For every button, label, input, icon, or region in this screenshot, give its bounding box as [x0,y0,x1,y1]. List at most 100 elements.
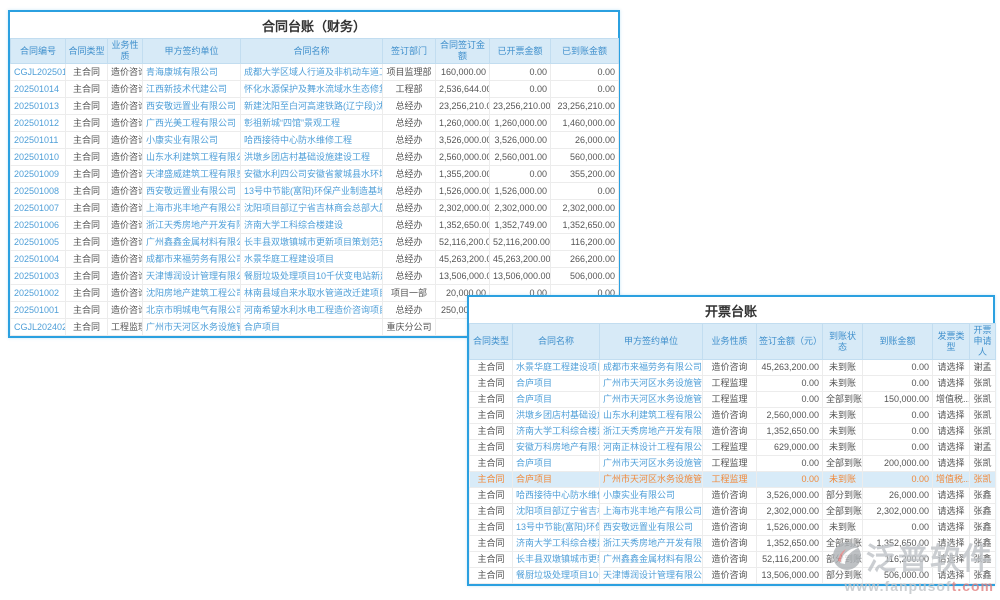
table-row[interactable]: 主合同安徽万科房地产有限公司河南正林设计工程有限公司工程监理629,000.00… [469,439,996,456]
cell-link[interactable]: 沈阳项目部辽宁省吉林... [512,503,600,520]
cell-link[interactable]: 202501007 [10,199,66,217]
table-row[interactable]: 主合同13号中节能(富阳)环保...西安敬远置业有限公司造价咨询1,526,00… [469,519,996,536]
cell-link[interactable]: 沈阳项目部辽宁省吉林商会总部大厦项目 [240,199,383,217]
cell-link[interactable]: 济南大学工科综合楼建设 [512,423,600,440]
cell-link[interactable]: 202501006 [10,216,66,234]
invoice-type-select[interactable]: 请选择 [932,535,970,552]
cell-link[interactable]: 长丰县双墩镇城市更新项目策划范安置点 [240,233,383,251]
table-row[interactable]: 202501008主合同造价咨询西安敬远置业有限公司13号中节能(富阳)环保产业… [10,182,619,200]
cell-link[interactable]: 小康实业有限公司 [599,487,703,504]
cell-link[interactable]: 天津盛威建筑工程有限责任... [142,165,241,183]
cell-link[interactable]: CGJL2025010... [10,63,66,81]
invoice-type-select[interactable]: 请选择 [932,551,970,568]
cell-link[interactable]: 西安敬远置业有限公司 [142,97,241,115]
table-row[interactable]: 主合同济南大学工科综合楼建设浙江天秀房地产开发有限公司造价咨询1,352,650… [469,535,996,552]
table-row[interactable]: 202501004主合同造价咨询成都市来福劳务有限公司水景华庭工程建设项目总经办… [10,250,619,268]
cell-link[interactable]: 新建沈阳至白河高速铁路(辽宁段)沈阳枢纽改... [240,97,383,115]
cell-link[interactable]: 小康实业有限公司 [142,131,241,149]
cell-link[interactable]: 202501001 [10,301,66,319]
cell-link[interactable]: 合庐项目 [512,375,600,392]
cell-link[interactable]: 浙江天秀房地产开发有限公司 [599,535,703,552]
cell-link[interactable]: 合庐项目 [512,471,600,488]
table-row[interactable]: 202501014主合同造价咨询江西新技术代建公司怀化水源保护及舞水流域水生态修… [10,80,619,98]
cell-link[interactable]: 浙江天秀房地产开发有限公司 [142,216,241,234]
cell-link[interactable]: 202501002 [10,284,66,302]
cell-link[interactable]: 怀化水源保护及舞水流域水生态修复项目合同 [240,80,383,98]
cell-link[interactable]: 202501012 [10,114,66,132]
cell-link[interactable]: 水景华庭工程建设项目 [512,359,600,376]
table-row[interactable]: CGJL2025010...主合同造价咨询青海康城有限公司成都大学区域人行道及非… [10,63,619,81]
table-row[interactable]: 202501005主合同造价咨询广州鑫鑫金属材料有限公司长丰县双墩镇城市更新项目… [10,233,619,251]
cell-link[interactable]: 哈西接待中心防水维修工程 [240,131,383,149]
cell-link[interactable]: 哈西接待中心防水维修... [512,487,600,504]
table-row[interactable]: 主合同餐厨垃圾处理项目10千...天津博润设计管理有限公司造价咨询13,506,… [469,567,996,584]
cell-link[interactable]: 天津博润设计管理有限公司 [142,267,241,285]
cell-link[interactable]: 河南希望水利水电工程造价咨询项目 [240,301,383,319]
cell-link[interactable]: 上海市兆丰地产有限公司 [599,503,703,520]
cell-link[interactable]: 沈阳房地产建筑工程公司 [142,284,241,302]
cell-link[interactable]: 彰祖新城“四馆”景观工程 [240,114,383,132]
cell-link[interactable]: 林南县域自来水取水管道改迁建项目（二期） [240,284,383,302]
cell-link[interactable]: 成都市来福劳务有限公司 [599,359,703,376]
cell-link[interactable]: 成都市来福劳务有限公司 [142,250,241,268]
cell-link[interactable]: 西安敬远置业有限公司 [142,182,241,200]
cell-link[interactable]: 洪墩乡团店村基础设施... [512,407,600,424]
cell-link[interactable]: 山东水利建筑工程有限公司 [142,148,241,166]
table-row[interactable]: 202501013主合同造价咨询西安敬远置业有限公司新建沈阳至白河高速铁路(辽宁… [10,97,619,115]
cell-link[interactable]: 浙江天秀房地产开发有限公司 [599,423,703,440]
cell-link[interactable]: 广州鑫鑫金属材料有限公司 [142,233,241,251]
cell-link[interactable]: 西安敬远置业有限公司 [599,519,703,536]
cell-link[interactable]: 青海康城有限公司 [142,63,241,81]
invoice-type-select[interactable]: 请选择 [932,567,970,584]
table-row[interactable]: 主合同哈西接待中心防水维修...小康实业有限公司造价咨询3,526,000.00… [469,487,996,504]
table-row[interactable]: 主合同长丰县双墩镇城市更新...广州鑫鑫金属材料有限公司造价咨询52,116,2… [469,551,996,568]
table-row[interactable]: 202501012主合同造价咨询广西光美工程有限公司彰祖新城“四馆”景观工程总经… [10,114,619,132]
cell-link[interactable]: 202501011 [10,131,66,149]
cell-link[interactable]: 安徽万科房地产有限公司 [512,439,600,456]
cell-link[interactable]: 山东水利建筑工程有限公司 [599,407,703,424]
table-row[interactable]: 202501011主合同造价咨询小康实业有限公司哈西接待中心防水维修工程总经办3… [10,131,619,149]
cell-link[interactable]: 202501009 [10,165,66,183]
cell-link[interactable]: 13号中节能(富阳)环保... [512,519,600,536]
table-row[interactable]: 202501003主合同造价咨询天津博润设计管理有限公司餐厨垃圾处理项目10千伏… [10,267,619,285]
invoice-type-select[interactable]: 请选择 [932,423,970,440]
table-row[interactable]: 主合同济南大学工科综合楼建设浙江天秀房地产开发有限公司造价咨询1,352,650… [469,423,996,440]
cell-link[interactable]: 济南大学工科综合楼建设 [240,216,383,234]
cell-link[interactable]: 合庐项目 [512,391,600,408]
table-row[interactable]: 主合同 水景华庭工程建设项目 成都市来福劳务有限公司 造价咨询 45,263,200.0… [469,359,996,376]
cell-link[interactable]: 上海市兆丰地产有限公司 [142,199,241,217]
cell-link[interactable]: 江西新技术代建公司 [142,80,241,98]
cell-link[interactable]: 广西光美工程有限公司 [142,114,241,132]
cell-link[interactable]: 北京市明城电气有限公司 [142,301,241,319]
table-row[interactable]: 主合同合庐项目广州市天河区水务设施管养...工程监理0.00未到账0.00增值税… [469,471,996,488]
invoice-type-select[interactable]: 请选择 [932,487,970,504]
cell-link[interactable]: 广州市天河区水务设施管养... [599,391,703,408]
cell-link[interactable]: 合庐项目 [240,318,383,336]
invoice-type-select[interactable]: 请选择 [932,503,970,520]
cell-link[interactable]: 202501010 [10,148,66,166]
table-row[interactable]: 主合同合庐项目广州市天河区水务设施管养...工程监理0.00全部到账150,00… [469,391,996,408]
cell-link[interactable]: 202501008 [10,182,66,200]
cell-link[interactable]: 广州市天河区水务设施管养... [599,471,703,488]
cell-link[interactable]: 洪墩乡团店村基础设施建设工程 [240,148,383,166]
invoice-type-select[interactable]: 请选择 [932,519,970,536]
cell-link[interactable]: 水景华庭工程建设项目 [240,250,383,268]
table-row[interactable]: 主合同沈阳项目部辽宁省吉林...上海市兆丰地产有限公司造价咨询2,302,000… [469,503,996,520]
cell-link[interactable]: 广州市天河区水务设施管养... [599,375,703,392]
invoice-type-select[interactable]: 增值税... [932,391,970,408]
cell-link[interactable]: 济南大学工科综合楼建设 [512,535,600,552]
table-row[interactable]: 202501007主合同造价咨询上海市兆丰地产有限公司沈阳项目部辽宁省吉林商会总… [10,199,619,217]
cell-link[interactable]: 202501003 [10,267,66,285]
cell-link[interactable]: 河南正林设计工程有限公司 [599,439,703,456]
cell-link[interactable]: 202501014 [10,80,66,98]
cell-link[interactable]: 合庐项目 [512,455,600,472]
cell-link[interactable]: 202501013 [10,97,66,115]
invoice-type-select[interactable]: 请选择 [932,439,970,456]
cell-link[interactable]: 餐厨垃圾处理项目10千... [512,567,600,584]
invoice-type-select[interactable]: 请选择 [932,407,970,424]
table-row[interactable]: 202501010主合同造价咨询山东水利建筑工程有限公司洪墩乡团店村基础设施建设… [10,148,619,166]
cell-link[interactable]: 202501004 [10,250,66,268]
invoice-type-select[interactable]: 增值税... [932,471,970,488]
cell-link[interactable]: 202501005 [10,233,66,251]
cell-link[interactable]: 天津博润设计管理有限公司 [599,567,703,584]
